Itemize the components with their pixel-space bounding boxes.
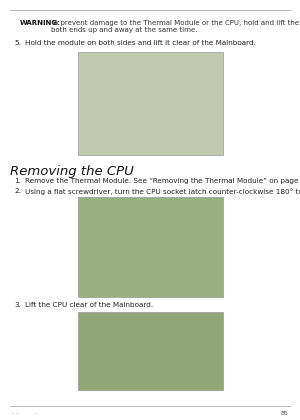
- Text: Removing the CPU: Removing the CPU: [10, 165, 134, 178]
- Text: WARNING:: WARNING:: [20, 20, 61, 26]
- Text: - -        -: - - -: [12, 411, 37, 416]
- Text: 85: 85: [280, 411, 288, 416]
- Text: 3.: 3.: [14, 302, 21, 308]
- Bar: [78, 312, 223, 390]
- Text: 1.: 1.: [14, 178, 21, 184]
- Text: Remove the Thermal Module. See “Removing the Thermal Module” on page 84.: Remove the Thermal Module. See “Removing…: [25, 178, 300, 184]
- Text: Lift the CPU clear of the Mainboard.: Lift the CPU clear of the Mainboard.: [25, 302, 153, 308]
- Text: 5.: 5.: [14, 40, 21, 46]
- Text: To prevent damage to the Thermal Module or the CPU, hold and lift the Thermal Mo: To prevent damage to the Thermal Module …: [51, 20, 300, 26]
- Bar: [78, 197, 223, 297]
- Text: Using a flat screwdriver, turn the CPU socket latch counter-clockwise 180° to re: Using a flat screwdriver, turn the CPU s…: [25, 188, 300, 195]
- Bar: [78, 52, 223, 155]
- Text: Hold the module on both sides and lift it clear of the Mainboard.: Hold the module on both sides and lift i…: [25, 40, 256, 46]
- Text: both ends up and away at the same time.: both ends up and away at the same time.: [51, 27, 197, 33]
- Text: 2.: 2.: [14, 188, 21, 194]
